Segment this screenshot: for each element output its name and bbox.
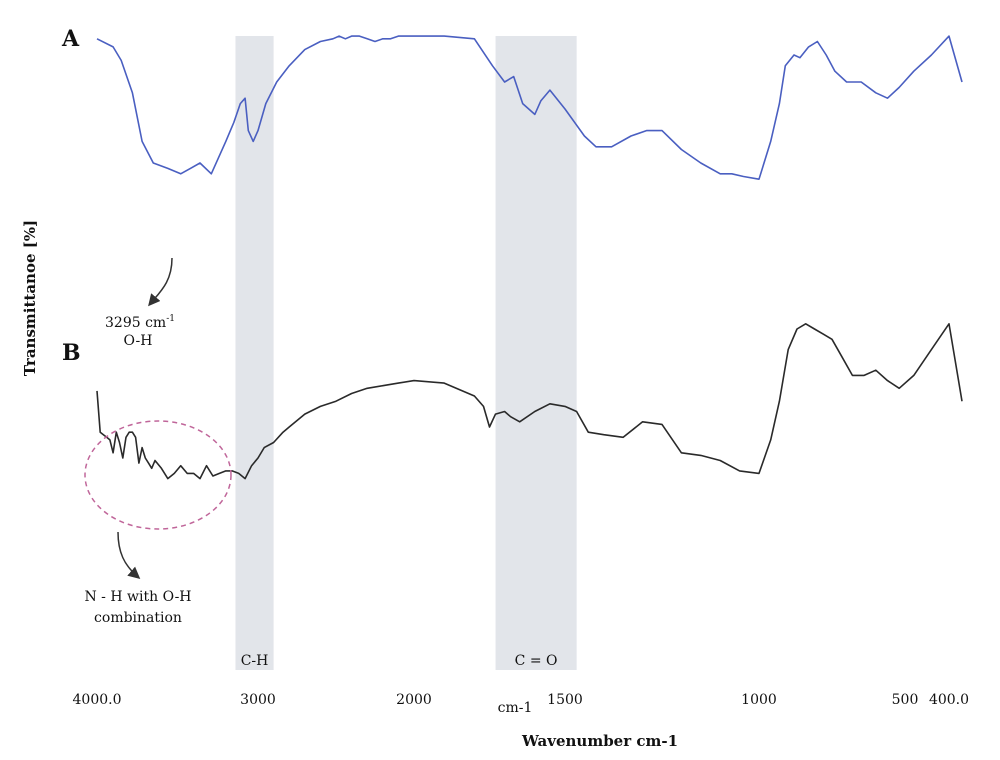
band-label-1: C = O <box>515 653 558 669</box>
x-tick-label: 500 <box>892 692 919 708</box>
series-label-b: B <box>62 340 81 366</box>
oh-annotation-wavenumber: 3295 cm-1 <box>105 314 175 331</box>
series-label-a: A <box>61 26 80 52</box>
x-axis-title: Wavenumber cm-1 <box>521 732 678 750</box>
oh-annotation-label: O-H <box>124 333 153 349</box>
nh-annotation-line2: combination <box>94 610 182 626</box>
nh-annotation-line1: N - H with O-H <box>84 589 191 605</box>
x-tick-label: 2000 <box>396 692 432 708</box>
nh-arrow <box>117 531 141 579</box>
y-axis-title: Transmittanoe [%] <box>21 220 39 376</box>
band-0 <box>235 36 274 670</box>
x-axis-ticks: 4000.0 3000 2000 1500 1000 500 400.0 <box>73 692 970 708</box>
x-tick-label: 4000.0 <box>73 692 122 708</box>
oh-annotation: 3295 cm-1 O-H <box>105 257 175 349</box>
series-line-b <box>96 322 963 480</box>
x-tick-label: 1500 <box>547 692 583 708</box>
x-tick-label: 1000 <box>741 692 777 708</box>
oh-arrow <box>148 257 173 307</box>
x-tick-label: 400.0 <box>929 692 969 708</box>
nh-highlight-circle <box>84 420 232 530</box>
x-axis-unit-text: cm-1 <box>498 700 533 716</box>
x-tick-label: 3000 <box>240 692 276 708</box>
band-label-0: C-H <box>241 653 269 669</box>
band-1 <box>495 36 577 670</box>
bands-layer: C-H C = O <box>235 36 577 670</box>
series-layer <box>96 35 963 480</box>
series-line-a <box>96 35 963 180</box>
nh-annotation: N - H with O-H combination <box>84 420 232 626</box>
